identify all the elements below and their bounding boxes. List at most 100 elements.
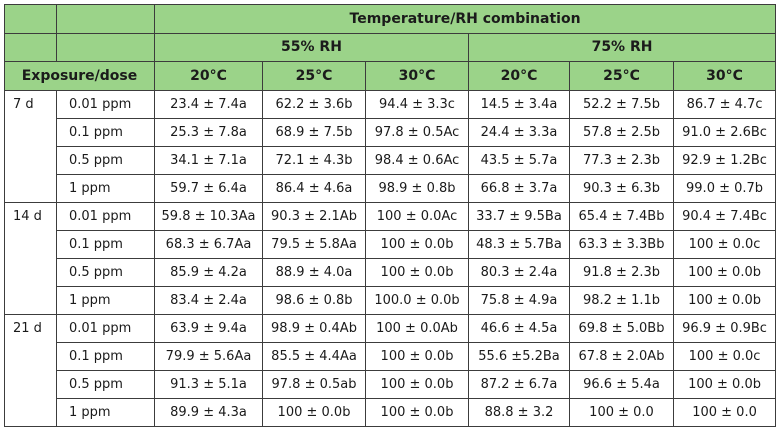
value-cell: 100 ± 0.0c <box>672 341 777 371</box>
header-temp: 30°C <box>672 61 777 91</box>
value-cell: 91.8 ± 2.3b <box>569 257 674 287</box>
table-row: 21 d 0.01 ppm 63.9 ± 9.4a 98.9 ± 0.4Ab 100 ±… <box>4 313 777 427</box>
table-row: 14 d 0.01 ppm 59.8 ± 10.3Aa 90.3 ± 2.1Ab 100… <box>4 201 777 315</box>
header-temp: 30°C <box>365 61 469 91</box>
value-cell: 94.4 ± 3.3c <box>365 89 469 119</box>
value-cell: 80.3 ± 2.4a <box>468 257 570 287</box>
value-cell: 65.4 ± 7.4Bb <box>569 201 674 231</box>
value-cell: 92.9 ± 1.2Bc <box>672 145 777 175</box>
value-cell: 24.4 ± 3.3a <box>468 117 570 147</box>
value-cell: 100 ± 0.0b <box>365 397 469 427</box>
value-cell: 68.9 ± 7.5b <box>262 117 366 147</box>
value-cell: 59.7 ± 6.4a <box>154 173 263 203</box>
table-row: 1 ppm 59.7 ± 6.4a 86.4 ± 4.6a 98.9 ± 0.8b 66… <box>5 173 777 203</box>
value-cell: 86.4 ± 4.6a <box>262 173 366 203</box>
value-cell: 85.5 ± 4.4Aa <box>262 341 366 371</box>
dose-cell: 1 ppm <box>56 285 155 315</box>
value-cell: 90.3 ± 6.3b <box>569 173 674 203</box>
value-cell: 88.8 ± 3.2 <box>468 397 570 427</box>
header-exposure-dose: Exposure/dose <box>4 61 155 91</box>
value-cell: 14.5 ± 3.4a <box>468 89 570 119</box>
table-row: 0.1 ppm 25.3 ± 7.8a 68.9 ± 7.5b 97.8 ± 0.5A… <box>5 117 777 147</box>
header-row-top: Temperature/RH combination <box>4 4 777 34</box>
value-cell: 57.8 ± 2.5b <box>569 117 674 147</box>
value-cell: 100 ± 0.0b <box>262 397 366 427</box>
value-cell: 48.3 ± 5.7Ba <box>468 229 570 259</box>
value-cell: 97.8 ± 0.5ab <box>262 369 366 399</box>
value-cell: 85.9 ± 4.2a <box>154 257 263 287</box>
value-cell: 43.5 ± 5.7a <box>468 145 570 175</box>
value-cell: 46.6 ± 4.5a <box>468 313 570 343</box>
value-cell: 77.3 ± 2.3b <box>569 145 674 175</box>
value-cell: 100 ± 0.0b <box>365 369 469 399</box>
value-cell: 100 ± 0.0Ab <box>365 313 469 343</box>
value-cell: 63.3 ± 3.3Bb <box>569 229 674 259</box>
dose-cell: 0.1 ppm <box>56 229 155 259</box>
header-blank-cell <box>56 32 155 62</box>
value-cell: 97.8 ± 0.5Ac <box>365 117 469 147</box>
header-title: Temperature/RH combination <box>153 4 777 34</box>
value-cell: 63.9 ± 9.4a <box>154 313 263 343</box>
table-row: 0.5 ppm 34.1 ± 7.1a 72.1 ± 4.3b 98.4 ± 0.6A… <box>5 145 777 175</box>
value-cell: 68.3 ± 6.7Aa <box>154 229 263 259</box>
value-cell: 98.9 ± 0.4Ab <box>262 313 366 343</box>
header-rh-75: 75% RH <box>467 32 777 62</box>
value-cell: 98.9 ± 0.8b <box>365 173 469 203</box>
value-cell: 25.3 ± 7.8a <box>154 117 263 147</box>
dose-cell: 0.5 ppm <box>56 145 155 175</box>
value-cell: 69.8 ± 5.0Bb <box>569 313 674 343</box>
value-cell: 83.4 ± 2.4a <box>154 285 263 315</box>
table-row: 1 ppm 83.4 ± 2.4a 98.6 ± 0.8b 100.0 ± 0.0b 7… <box>5 285 777 315</box>
value-cell: 86.7 ± 4.7c <box>672 89 777 119</box>
value-cell: 88.9 ± 4.0a <box>262 257 366 287</box>
table-row: 0.5 ppm 91.3 ± 5.1a 97.8 ± 0.5ab 100 ± 0.0b… <box>5 369 777 399</box>
dose-cell: 0.01 ppm <box>56 313 155 343</box>
dose-cell: 0.1 ppm <box>56 341 155 371</box>
value-cell: 33.7 ± 9.5Ba <box>468 201 570 231</box>
dose-cell: 0.01 ppm <box>56 89 155 119</box>
header-rh-55: 55% RH <box>154 32 469 62</box>
period-cell: 14 d <box>4 201 57 315</box>
value-cell: 100 ± 0.0b <box>365 229 469 259</box>
value-cell: 91.3 ± 5.1a <box>154 369 263 399</box>
value-cell: 100.0 ± 0.0b <box>365 285 469 315</box>
value-cell: 98.4 ± 0.6Ac <box>365 145 469 175</box>
value-cell: 89.9 ± 4.3a <box>154 397 263 427</box>
value-cell: 91.0 ± 2.6Bc <box>672 117 777 147</box>
value-cell: 90.4 ± 7.4Bc <box>672 201 777 231</box>
dose-cell: 1 ppm <box>56 173 155 203</box>
table-row: 7 d 0.01 ppm 23.4 ± 7.4a 62.2 ± 3.6b 94.4 ± … <box>4 89 777 203</box>
header-temp: 25°C <box>262 61 366 91</box>
value-cell: 75.8 ± 4.9a <box>468 285 570 315</box>
value-cell: 67.8 ± 2.0Ab <box>569 341 674 371</box>
results-table: Temperature/RH combination 55% RH 75% RH… <box>4 4 777 427</box>
value-cell: 98.6 ± 0.8b <box>262 285 366 315</box>
value-cell: 66.8 ± 3.7a <box>468 173 570 203</box>
value-cell: 34.1 ± 7.1a <box>154 145 263 175</box>
dose-cell: 1 ppm <box>56 397 155 427</box>
value-cell: 59.8 ± 10.3Aa <box>154 201 263 231</box>
header-temp: 25°C <box>569 61 674 91</box>
value-cell: 79.5 ± 5.8Aa <box>262 229 366 259</box>
dose-cell: 0.1 ppm <box>56 117 155 147</box>
table-row: 0.1 ppm 79.9 ± 5.6Aa 85.5 ± 4.4Aa 100 ± 0.0… <box>5 341 777 371</box>
period-cell: 7 d <box>4 89 57 203</box>
value-cell: 98.2 ± 1.1b <box>569 285 674 315</box>
value-cell: 100 ± 0.0b <box>365 341 469 371</box>
value-cell: 100 ± 0.0 <box>569 397 674 427</box>
value-cell: 100 ± 0.0 <box>672 397 777 427</box>
value-cell: 100 ± 0.0b <box>672 285 777 315</box>
header-blank-cell <box>56 4 155 34</box>
value-cell: 100 ± 0.0Ac <box>365 201 469 231</box>
value-cell: 100 ± 0.0b <box>672 257 777 287</box>
header-row-rh: 55% RH 75% RH <box>4 32 777 62</box>
header-temp: 20°C <box>468 61 570 91</box>
value-cell: 100 ± 0.0b <box>365 257 469 287</box>
table-body: 7 d 0.01 ppm 23.4 ± 7.4a 62.2 ± 3.6b 94.4 ± … <box>4 89 777 427</box>
table-row: 1 ppm 89.9 ± 4.3a 100 ± 0.0b 100 ± 0.0b 88.8… <box>5 397 777 427</box>
dose-cell: 0.01 ppm <box>56 201 155 231</box>
value-cell: 96.9 ± 0.9Bc <box>672 313 777 343</box>
table-row: 0.1 ppm 68.3 ± 6.7Aa 79.5 ± 5.8Aa 100 ± 0.0… <box>5 229 777 259</box>
value-cell: 23.4 ± 7.4a <box>154 89 263 119</box>
header-blank-cell <box>4 4 57 34</box>
